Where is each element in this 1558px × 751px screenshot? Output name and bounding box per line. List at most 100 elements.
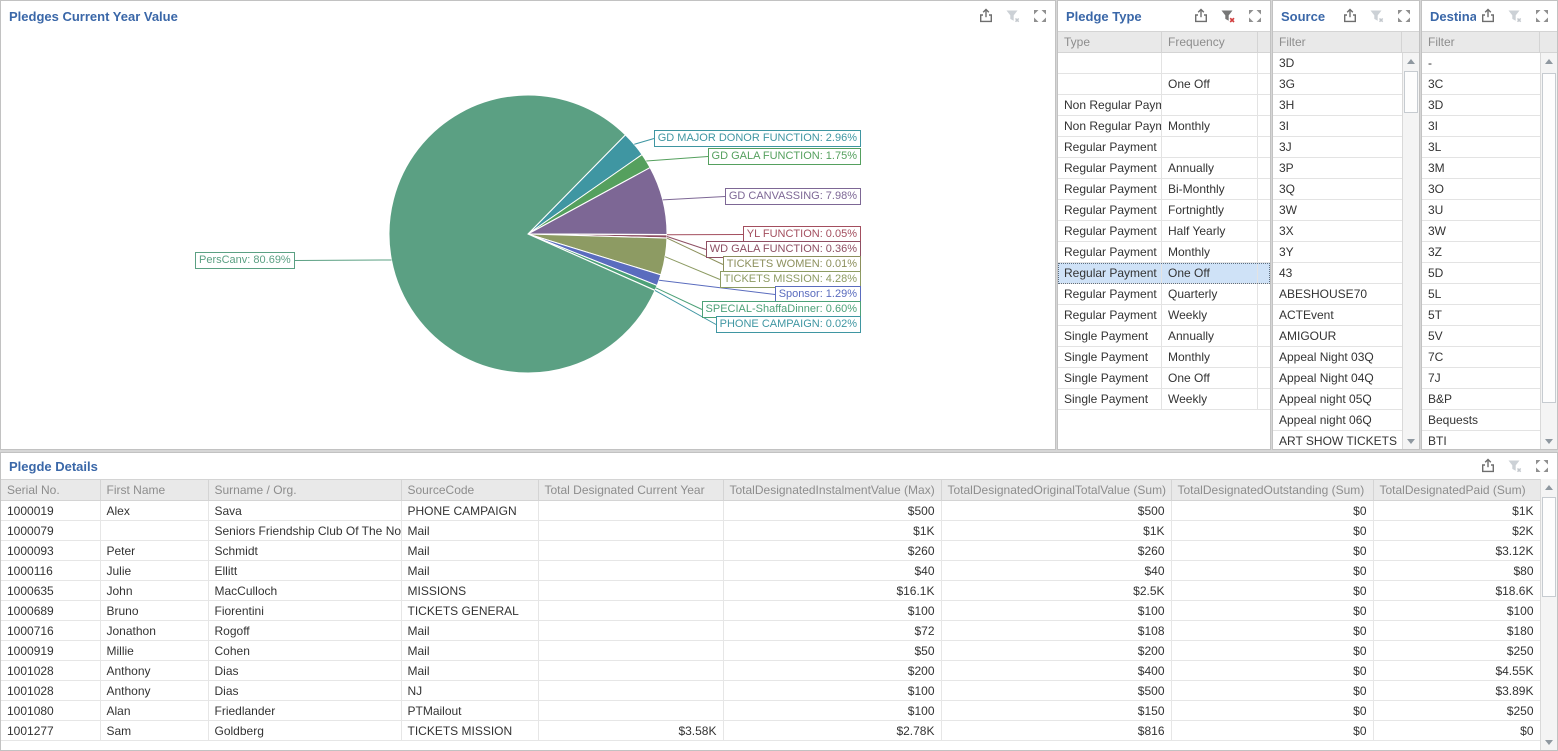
scroll-down-button[interactable]: [1403, 433, 1419, 449]
pledge-type-row[interactable]: Regular Payment Monthly: [1058, 242, 1270, 263]
destination-filter-item[interactable]: 3W: [1422, 221, 1540, 242]
destination-filter-item[interactable]: -: [1422, 53, 1540, 74]
source-filter-item[interactable]: Appeal Night 04Q: [1273, 368, 1402, 389]
table-row[interactable]: 1001028 Anthony Dias NJ $100 $500 $0 $3.89K: [1, 680, 1540, 701]
source-filter-item[interactable]: Appeal night 05Q: [1273, 389, 1402, 410]
table-row[interactable]: 1000079 Seniors Friendship Club Of The No…: [1, 520, 1540, 541]
destination-filter-item[interactable]: 3D: [1422, 95, 1540, 116]
pledge-type-row[interactable]: Regular Payment Annually: [1058, 158, 1270, 179]
scrollbar[interactable]: [1540, 479, 1557, 750]
scroll-up-button[interactable]: [1541, 53, 1557, 69]
source-filter-item[interactable]: 3X: [1273, 221, 1402, 242]
destination-filter-item[interactable]: 7C: [1422, 347, 1540, 368]
filter-icon[interactable]: [1005, 8, 1021, 24]
column-header-filter[interactable]: Filter: [1273, 32, 1402, 52]
source-filter-item[interactable]: Appeal night 06Q: [1273, 410, 1402, 431]
maximize-icon[interactable]: [1534, 8, 1550, 24]
scroll-up-button[interactable]: [1541, 479, 1557, 495]
source-filter-item[interactable]: ACTEvent: [1273, 305, 1402, 326]
pledge-type-row[interactable]: Non Regular Paym...: [1058, 95, 1270, 116]
column-header-total-designated-current-year[interactable]: Total Designated Current Year: [538, 479, 724, 501]
table-row[interactable]: 1000019 Alex Sava PHONE CAMPAIGN $500 $500 $0 $…: [1, 500, 1540, 521]
scroll-thumb[interactable]: [1404, 71, 1418, 113]
pledge-type-row[interactable]: Regular Payment Fortnightly: [1058, 200, 1270, 221]
destination-filter-item[interactable]: 7J: [1422, 368, 1540, 389]
scroll-track[interactable]: [1541, 69, 1557, 433]
table-row[interactable]: 1001080 Alan Friedlander PTMailout $100 $150 $…: [1, 700, 1540, 721]
pledge-type-row[interactable]: Non Regular Paym...Monthly: [1058, 116, 1270, 137]
table-row[interactable]: 1000919 Millie Cohen Mail $50 $200 $0 $250: [1, 640, 1540, 661]
scroll-thumb[interactable]: [1542, 73, 1556, 403]
table-row[interactable]: 1000635 John MacCulloch MISSIONS $16.1K $2.5K…: [1, 580, 1540, 601]
source-filter-item[interactable]: 3H: [1273, 95, 1402, 116]
column-header-type[interactable]: Type: [1058, 32, 1162, 52]
column-header-filter[interactable]: Filter: [1422, 32, 1540, 52]
destination-filter-item[interactable]: 5D: [1422, 263, 1540, 284]
column-header-serial-no[interactable]: Serial No.: [1, 479, 101, 501]
column-header-original-total-value-sum[interactable]: TotalDesignatedOriginalTotalValue (Sum): [941, 479, 1172, 501]
source-filter-item[interactable]: ABESHOUSE70: [1273, 284, 1402, 305]
column-header-first-name[interactable]: First Name: [100, 479, 209, 501]
maximize-icon[interactable]: [1534, 458, 1550, 474]
source-filter-item[interactable]: 3J: [1273, 137, 1402, 158]
scroll-down-button[interactable]: [1541, 433, 1557, 449]
destination-filter-item[interactable]: 5T: [1422, 305, 1540, 326]
source-filter-item[interactable]: 3D: [1273, 53, 1402, 74]
source-filter-item[interactable]: 3P: [1273, 158, 1402, 179]
scroll-down-button[interactable]: [1541, 734, 1557, 750]
source-filter-item[interactable]: 3G: [1273, 74, 1402, 95]
destination-filter-item[interactable]: 3U: [1422, 200, 1540, 221]
filter-icon[interactable]: [1507, 8, 1523, 24]
pledge-type-row[interactable]: Regular Payment: [1058, 137, 1270, 158]
clear-filter-icon[interactable]: [1220, 8, 1236, 24]
source-filter-item[interactable]: AMIGOUR: [1273, 326, 1402, 347]
scrollbar[interactable]: [1540, 53, 1557, 449]
destination-filter-item[interactable]: 3L: [1422, 137, 1540, 158]
export-icon[interactable]: [1480, 8, 1496, 24]
scroll-thumb[interactable]: [1542, 497, 1556, 597]
maximize-icon[interactable]: [1247, 8, 1263, 24]
source-filter-item[interactable]: 3Y: [1273, 242, 1402, 263]
destination-filter-item[interactable]: 3I: [1422, 116, 1540, 137]
export-icon[interactable]: [978, 8, 994, 24]
pledge-type-row[interactable]: Regular Payment One Off: [1058, 263, 1270, 284]
table-row[interactable]: 1001277 Sam Goldberg TICKETS MISSION $3.58K $…: [1, 720, 1540, 741]
pledge-type-row[interactable]: Single Payment Monthly: [1058, 347, 1270, 368]
pledge-type-row[interactable]: Single Payment Weekly: [1058, 389, 1270, 410]
scrollbar[interactable]: [1402, 53, 1419, 449]
pledge-type-row[interactable]: [1058, 53, 1270, 74]
source-filter-item[interactable]: ART SHOW TICKETS: [1273, 431, 1402, 449]
scroll-track[interactable]: [1403, 69, 1419, 433]
destination-filter-item[interactable]: Bequests: [1422, 410, 1540, 431]
destination-filter-item[interactable]: 5L: [1422, 284, 1540, 305]
table-row[interactable]: 1001028 Anthony Dias Mail $200 $400 $0 $4.55K: [1, 660, 1540, 681]
scroll-track[interactable]: [1541, 495, 1557, 734]
source-filter-item[interactable]: 3Q: [1273, 179, 1402, 200]
export-icon[interactable]: [1342, 8, 1358, 24]
maximize-icon[interactable]: [1032, 8, 1048, 24]
source-filter-item[interactable]: 3W: [1273, 200, 1402, 221]
maximize-icon[interactable]: [1396, 8, 1412, 24]
pledge-type-row[interactable]: Regular Payment Quarterly: [1058, 284, 1270, 305]
filter-icon[interactable]: [1369, 8, 1385, 24]
source-filter-item[interactable]: 43: [1273, 263, 1402, 284]
column-header-outstanding-sum[interactable]: TotalDesignatedOutstanding (Sum): [1171, 479, 1374, 501]
destination-filter-item[interactable]: 3O: [1422, 179, 1540, 200]
column-header-instalment-value-max[interactable]: TotalDesignatedInstalmentValue (Max): [723, 479, 942, 501]
filter-icon[interactable]: [1507, 458, 1523, 474]
destination-filter-item[interactable]: 5V: [1422, 326, 1540, 347]
destination-filter-item[interactable]: 3C: [1422, 74, 1540, 95]
export-icon[interactable]: [1480, 458, 1496, 474]
pledge-type-row[interactable]: Regular Payment Weekly: [1058, 305, 1270, 326]
table-row[interactable]: 1000093 Peter Schmidt Mail $260 $260 $0 $3.12K: [1, 540, 1540, 561]
column-header-surname-org[interactable]: Surname / Org.: [208, 479, 402, 501]
source-filter-item[interactable]: 3I: [1273, 116, 1402, 137]
destination-filter-item[interactable]: 3Z: [1422, 242, 1540, 263]
pledge-type-row[interactable]: Regular Payment Half Yearly: [1058, 221, 1270, 242]
table-row[interactable]: 1000716 Jonathon Rogoff Mail $72 $108 $0 $180: [1, 620, 1540, 641]
pledge-type-row[interactable]: Regular Payment Bi-Monthly: [1058, 179, 1270, 200]
destination-filter-item[interactable]: 3M: [1422, 158, 1540, 179]
column-header-frequency[interactable]: Frequency: [1162, 32, 1258, 52]
destination-filter-item[interactable]: B&P: [1422, 389, 1540, 410]
pledge-type-row[interactable]: Single Payment One Off: [1058, 368, 1270, 389]
